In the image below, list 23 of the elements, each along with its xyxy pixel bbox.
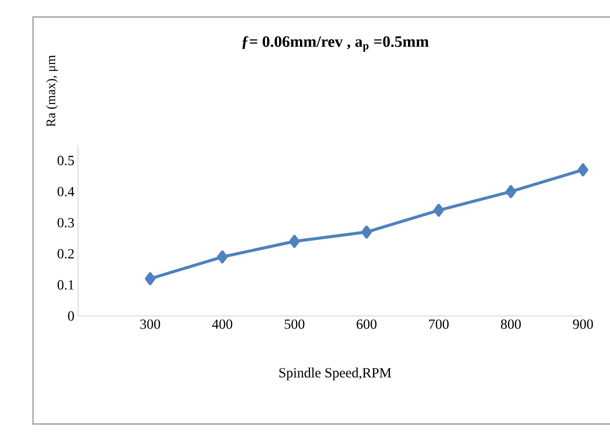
x-tick-label: 400	[212, 320, 232, 329]
y-tick-label: 0.3	[58, 218, 74, 228]
x-axis-title: Spindle Speed,RPM	[279, 368, 392, 380]
x-tick-label: 700	[429, 320, 449, 329]
point	[144, 272, 156, 286]
point	[578, 163, 588, 176]
point	[289, 234, 300, 248]
x-tick-label: 900	[572, 320, 593, 329]
y-tick-label: 0.1	[58, 280, 74, 290]
x-tick-label: 800	[500, 320, 521, 329]
point	[361, 226, 372, 239]
y-tick-label: 0.4	[58, 186, 74, 196]
y-axis-title: Ra (max), μm	[46, 55, 58, 127]
y-tick-label: 0.2	[58, 249, 74, 259]
point	[217, 250, 228, 264]
chart-title: ƒ= 0.06mm/rev , a$_{p}$ =0.5mm	[242, 36, 429, 52]
y-tick-label: 0.5	[58, 156, 74, 166]
x-tick-label: 300	[140, 320, 160, 329]
y-tick-label: 0	[68, 311, 74, 321]
x-tick-label: 500	[284, 320, 304, 329]
x-tick-label: 600	[356, 320, 376, 329]
point	[506, 185, 516, 198]
point	[433, 204, 444, 217]
